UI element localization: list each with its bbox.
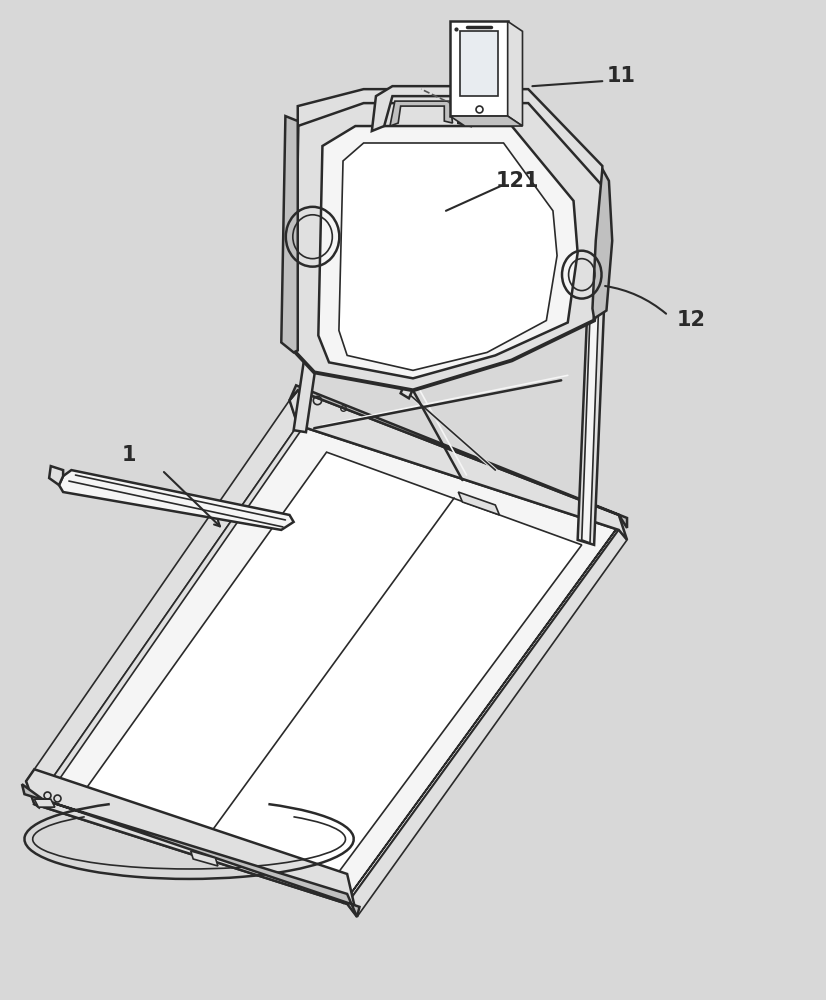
- Polygon shape: [49, 466, 63, 485]
- Polygon shape: [293, 101, 606, 390]
- Polygon shape: [282, 116, 297, 352]
- Polygon shape: [577, 246, 606, 545]
- Polygon shape: [343, 526, 619, 904]
- Polygon shape: [297, 89, 602, 186]
- Polygon shape: [191, 851, 218, 866]
- Polygon shape: [460, 31, 498, 96]
- Text: 11: 11: [606, 66, 635, 86]
- Polygon shape: [35, 799, 55, 807]
- Polygon shape: [450, 21, 508, 116]
- Polygon shape: [318, 126, 577, 378]
- Polygon shape: [372, 86, 471, 131]
- Polygon shape: [26, 400, 297, 804]
- Polygon shape: [293, 179, 343, 432]
- Polygon shape: [458, 492, 500, 515]
- Polygon shape: [290, 385, 627, 528]
- Polygon shape: [71, 452, 582, 894]
- Polygon shape: [592, 169, 612, 319]
- Polygon shape: [59, 470, 293, 530]
- Polygon shape: [582, 249, 601, 543]
- Polygon shape: [347, 530, 627, 917]
- Polygon shape: [508, 21, 523, 126]
- Polygon shape: [450, 116, 523, 126]
- Text: 12: 12: [676, 310, 705, 330]
- Polygon shape: [22, 784, 359, 917]
- Polygon shape: [339, 143, 557, 370]
- Polygon shape: [290, 390, 627, 540]
- Polygon shape: [26, 769, 357, 917]
- Polygon shape: [35, 425, 619, 904]
- Polygon shape: [401, 362, 421, 398]
- Polygon shape: [35, 425, 301, 808]
- Text: 1: 1: [121, 445, 136, 465]
- Polygon shape: [390, 101, 453, 126]
- Text: 121: 121: [496, 171, 539, 191]
